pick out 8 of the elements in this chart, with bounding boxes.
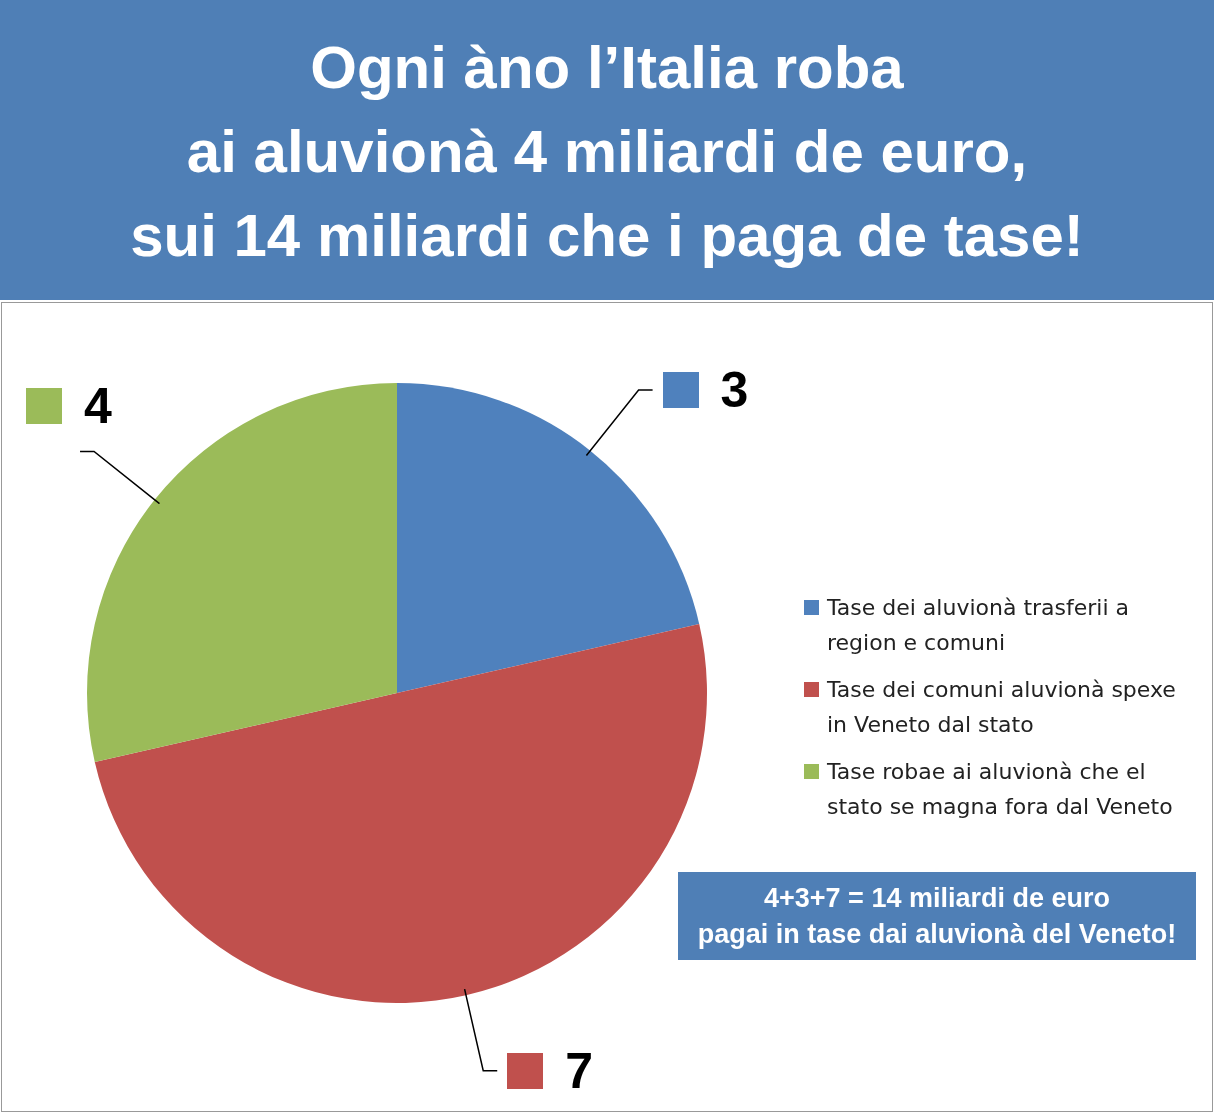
chart-title: Ogni àno l’Italia roba ai aluvionà 4 miliardi de euro, sui 14 miliardi che i paga de tase!	[0, 0, 1214, 300]
text: 4+3+7 = 14 miliardi de euro pagai in tase dai aluvionà del Veneto!	[678, 872, 1196, 960]
legend-label: Tase dei comuni aluvionà spexe in Veneto dal stato	[827, 676, 1177, 739]
data-label: 4	[84, 377, 112, 437]
legend-label: Tase robae ai aluvionà che el stato se magna fora dal Veneto	[827, 758, 1174, 821]
data-label: 7	[565, 1041, 594, 1101]
data-label: 3	[720, 361, 749, 421]
legend-label: Tase dei aluvionà trasferii a region e comuni	[827, 594, 1131, 657]
